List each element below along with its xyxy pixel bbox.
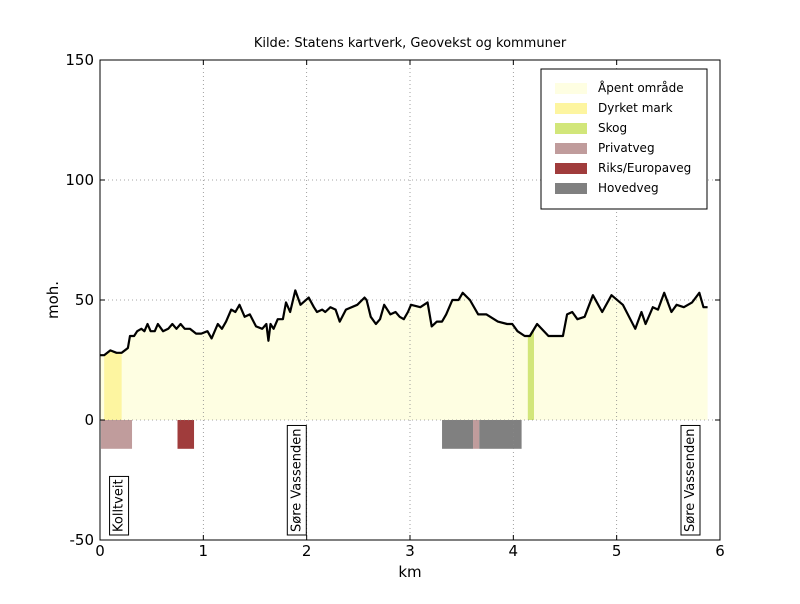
legend-swatch bbox=[555, 123, 587, 134]
elevation-line bbox=[100, 289, 708, 357]
legend-label: Privatveg bbox=[598, 141, 655, 155]
legend-swatch bbox=[555, 183, 587, 194]
x-tick-label: 1 bbox=[199, 542, 209, 560]
land-use-area bbox=[121, 290, 528, 420]
y-tick-label: -50 bbox=[70, 531, 95, 549]
road-band bbox=[473, 420, 480, 449]
y-tick-label: 50 bbox=[75, 291, 94, 309]
y-tick-label: 150 bbox=[65, 51, 94, 69]
land-use-area bbox=[104, 350, 122, 420]
land-use-area bbox=[527, 329, 534, 420]
y-tick-label: 0 bbox=[84, 411, 94, 429]
legend-label: Hovedveg bbox=[598, 181, 659, 195]
road-band bbox=[101, 420, 133, 449]
road-band bbox=[177, 420, 195, 449]
legend-label: Dyrket mark bbox=[598, 101, 673, 115]
x-tick-label: 6 bbox=[715, 542, 725, 560]
place-label-box bbox=[109, 475, 130, 536]
place-label-box bbox=[286, 424, 307, 536]
chart-title: Kilde: Statens kartverk, Geovekst og kom… bbox=[254, 36, 567, 51]
place-label-text: Søre Vassenden bbox=[289, 428, 304, 532]
y-tick-label: 100 bbox=[65, 171, 94, 189]
legend-swatch bbox=[555, 163, 587, 174]
x-tick-label: 3 bbox=[405, 542, 415, 560]
place-label: Kolltveit bbox=[109, 475, 130, 536]
y-axis-label: moh. bbox=[44, 281, 62, 319]
x-tick-label: 5 bbox=[612, 542, 622, 560]
x-tick-label: 0 bbox=[95, 542, 105, 560]
place-label: Søre Vassenden bbox=[680, 424, 701, 536]
legend-swatch bbox=[555, 103, 587, 114]
x-axis-label: km bbox=[398, 563, 421, 581]
land-use-area bbox=[100, 355, 105, 420]
legend-label: Åpent område bbox=[598, 80, 684, 95]
place-label-text: Kolltveit bbox=[112, 479, 127, 532]
place-label: Søre Vassenden bbox=[286, 424, 307, 536]
legend-label: Skog bbox=[598, 121, 627, 135]
road-band bbox=[479, 420, 522, 449]
legend-label: Riks/Europaveg bbox=[598, 161, 691, 175]
place-label-box bbox=[680, 424, 701, 536]
x-tick-label: 4 bbox=[509, 542, 519, 560]
place-label-text: Søre Vassenden bbox=[683, 428, 698, 532]
x-tick-label: 2 bbox=[302, 542, 312, 560]
land-use-area bbox=[534, 292, 708, 420]
legend-swatch bbox=[555, 143, 587, 154]
legend-swatch bbox=[555, 83, 587, 94]
road-band bbox=[442, 420, 474, 449]
